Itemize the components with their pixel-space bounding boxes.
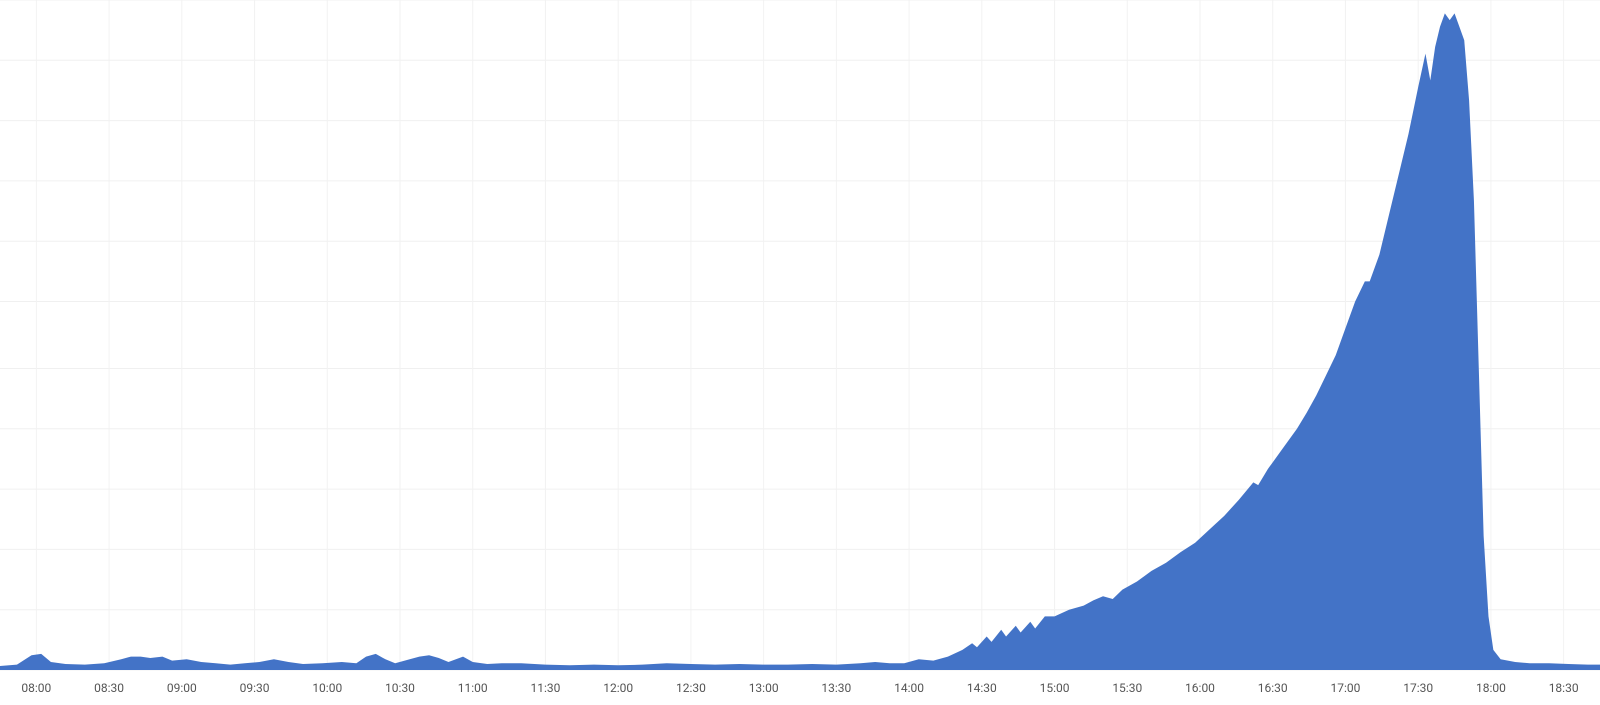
x-axis-tick-label: 09:00 <box>167 681 197 695</box>
x-axis-tick-label: 10:00 <box>312 681 342 695</box>
x-axis-tick-label: 13:30 <box>821 681 851 695</box>
x-axis-tick-label: 12:00 <box>603 681 633 695</box>
x-axis-tick-label: 10:30 <box>385 681 415 695</box>
x-axis-tick-label: 17:00 <box>1331 681 1361 695</box>
x-axis-tick-label: 17:30 <box>1403 681 1433 695</box>
x-axis-tick-label: 14:30 <box>967 681 997 695</box>
x-axis-tick-label: 15:30 <box>1112 681 1142 695</box>
time-series-area-chart: 08:00 08:30 09:00 09:30 10:00 10:30 11:00 11:30… <box>0 0 1600 705</box>
chart-canvas: 08:00 08:30 09:00 09:30 10:00 10:30 11:00 11:30… <box>0 0 1600 705</box>
x-axis-tick-label: 08:00 <box>21 681 51 695</box>
x-axis-tick-label: 18:30 <box>1549 681 1579 695</box>
x-axis-tick-label: 09:30 <box>240 681 270 695</box>
x-axis-tick-label: 13:00 <box>749 681 779 695</box>
x-axis-tick-label: 16:30 <box>1258 681 1288 695</box>
x-axis-tick-label: 11:00 <box>458 681 488 695</box>
x-axis-tick-label: 11:30 <box>531 681 561 695</box>
x-axis-tick-label: 16:00 <box>1185 681 1215 695</box>
x-axis-tick-label: 15:00 <box>1040 681 1070 695</box>
x-axis-tick-label: 08:30 <box>94 681 124 695</box>
x-axis-tick-label: 18:00 <box>1476 681 1506 695</box>
x-axis-tick-label: 12:30 <box>676 681 706 695</box>
x-axis-tick-label: 14:00 <box>894 681 924 695</box>
